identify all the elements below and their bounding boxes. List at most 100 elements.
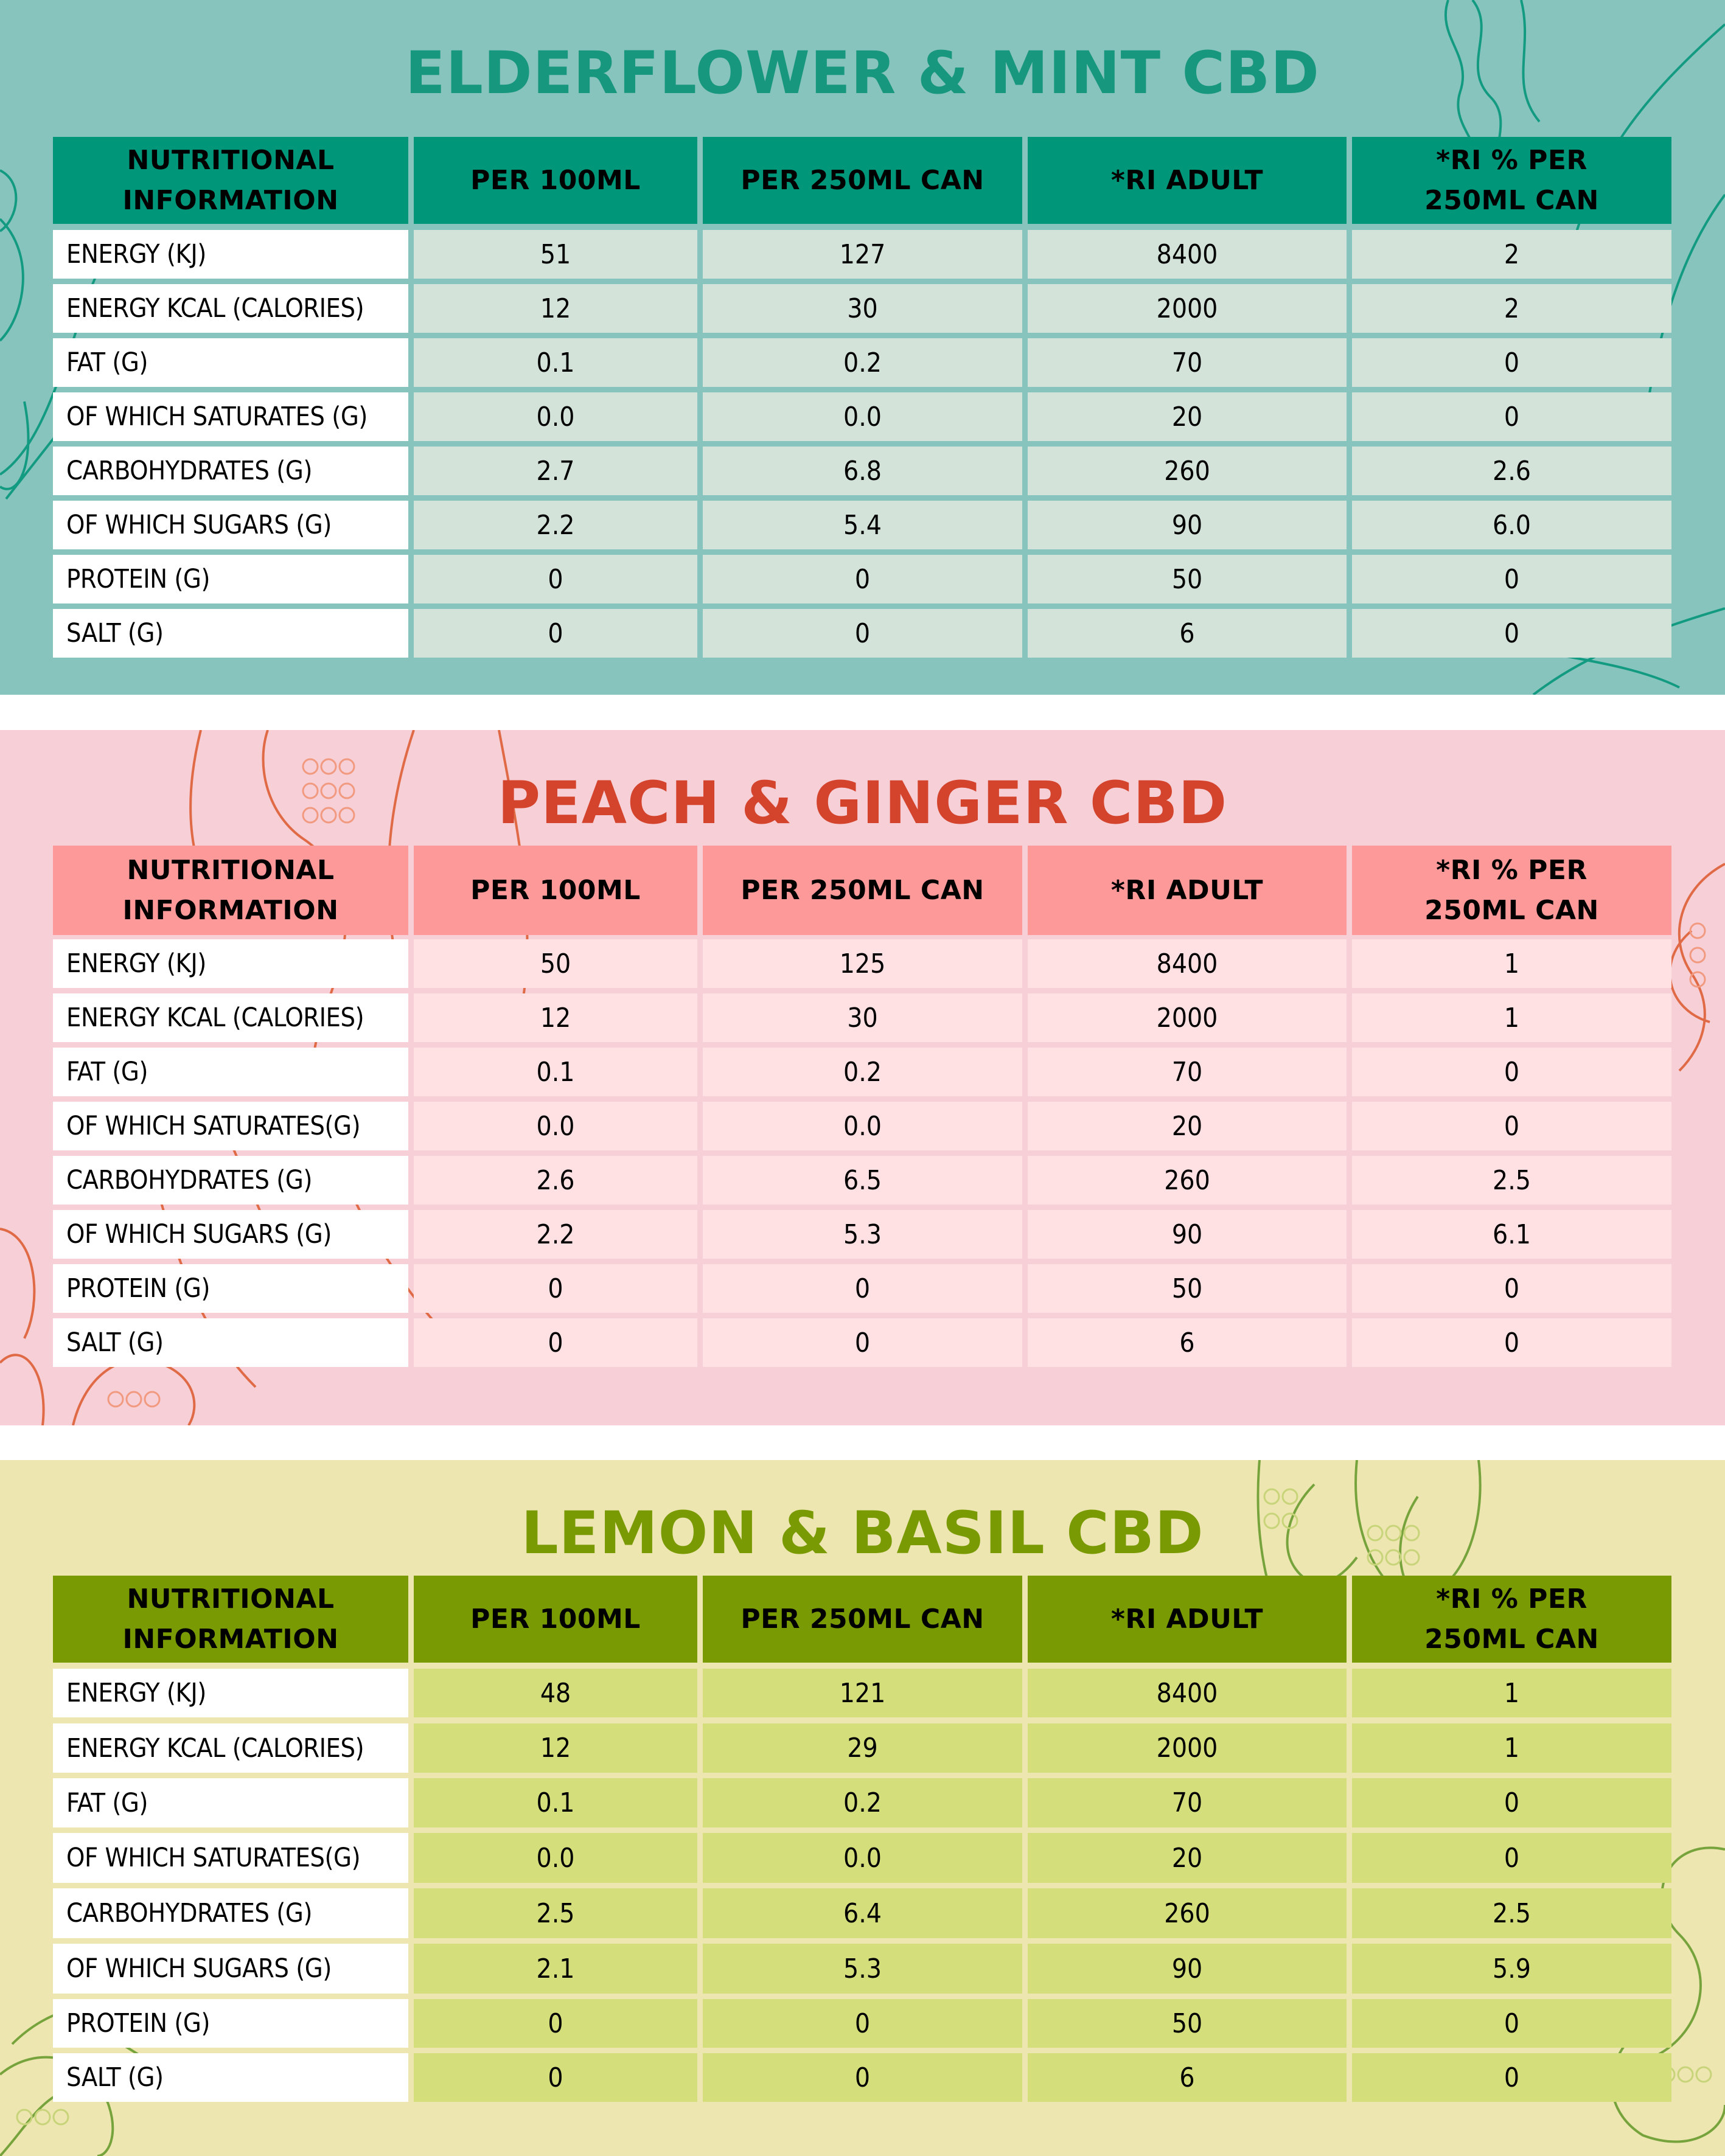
value-per-100ml: 51	[414, 230, 697, 279]
value-ri-adult: 20	[1028, 392, 1347, 441]
row-label: OF WHICH SUGARS (G)	[53, 1944, 408, 1994]
value-ri-pct-per-can: 6.0	[1352, 501, 1671, 549]
value-per-250ml-can: 0.2	[703, 1778, 1022, 1827]
value-ri-pct-per-can: 0	[1352, 555, 1671, 603]
value-ri-pct-per-can: 2	[1352, 230, 1671, 279]
value-per-250ml-can: 5.3	[703, 1944, 1022, 1994]
value-per-250ml-can: 0.2	[703, 338, 1022, 387]
row-label: SALT (G)	[53, 1318, 408, 1367]
value-ri-pct-per-can: 0	[1352, 609, 1671, 658]
value-per-100ml: 0.1	[414, 1778, 697, 1827]
row-label: PROTEIN (G)	[53, 1999, 408, 2048]
row-label: ENERGY (KJ)	[53, 230, 408, 279]
value-per-250ml-can: 0.0	[703, 392, 1022, 441]
row-label: OF WHICH SUGARS (G)	[53, 1210, 408, 1259]
value-ri-adult: 20	[1028, 1102, 1347, 1150]
row-label: OF WHICH SUGARS (G)	[53, 501, 408, 549]
value-ri-pct-per-can: 0	[1352, 1778, 1671, 1827]
value-per-100ml: 0	[414, 609, 697, 658]
value-ri-pct-per-can: 5.9	[1352, 1944, 1671, 1994]
value-ri-adult: 50	[1028, 1999, 1347, 2048]
value-per-250ml-can: 30	[703, 993, 1022, 1042]
header-per-250ml-can: PER 250ML CAN	[703, 1576, 1022, 1663]
row-label: ENERGY KCAL (CALORIES)	[53, 993, 408, 1042]
value-per-250ml-can: 6.4	[703, 1888, 1022, 1938]
value-per-100ml: 2.5	[414, 1888, 697, 1938]
header-ri-pct-per-can: *RI % PER 250ML CAN	[1352, 1576, 1671, 1663]
value-per-100ml: 2.6	[414, 1156, 697, 1205]
value-ri-pct-per-can: 0	[1352, 1318, 1671, 1367]
row-label: CARBOHYDRATES (G)	[53, 1156, 408, 1205]
product-title: PEACH & GINGER CBD	[497, 769, 1228, 837]
value-per-100ml: 2.7	[414, 447, 697, 495]
value-ri-pct-per-can: 1	[1352, 1669, 1671, 1717]
value-per-100ml: 48	[414, 1669, 697, 1717]
row-label: ENERGY KCAL (CALORIES)	[53, 284, 408, 333]
header-per-100ml: PER 100ML	[414, 846, 697, 935]
value-ri-pct-per-can: 1	[1352, 1723, 1671, 1773]
value-ri-pct-per-can: 6.1	[1352, 1210, 1671, 1259]
header-per-250ml-can: PER 250ML CAN	[703, 137, 1022, 224]
value-ri-adult: 260	[1028, 447, 1347, 495]
header-per-100ml: PER 100ML	[414, 1576, 697, 1663]
value-per-250ml-can: 0	[703, 555, 1022, 603]
value-ri-adult: 70	[1028, 1778, 1347, 1827]
row-label: ENERGY (KJ)	[53, 939, 408, 988]
value-per-100ml: 0	[414, 1318, 697, 1367]
value-ri-pct-per-can: 2	[1352, 284, 1671, 333]
row-label: OF WHICH SATURATES(G)	[53, 1833, 408, 1883]
value-per-100ml: 0.1	[414, 338, 697, 387]
value-ri-adult: 50	[1028, 1264, 1347, 1313]
row-label: FAT (G)	[53, 1778, 408, 1827]
row-label: OF WHICH SATURATES(G)	[53, 1102, 408, 1150]
value-per-250ml-can: 30	[703, 284, 1022, 333]
header-ri-adult: *RI ADULT	[1028, 846, 1347, 935]
value-ri-pct-per-can: 2.6	[1352, 447, 1671, 495]
value-ri-pct-per-can: 2.5	[1352, 1888, 1671, 1938]
value-ri-adult: 50	[1028, 555, 1347, 603]
header-ri-pct-per-can: *RI % PER 250ML CAN	[1352, 137, 1671, 224]
value-per-250ml-can: 6.5	[703, 1156, 1022, 1205]
value-per-100ml: 12	[414, 1723, 697, 1773]
value-per-250ml-can: 0	[703, 2053, 1022, 2102]
value-ri-adult: 2000	[1028, 284, 1347, 333]
value-ri-pct-per-can: 2.5	[1352, 1156, 1671, 1205]
row-label: OF WHICH SATURATES (G)	[53, 392, 408, 441]
value-per-250ml-can: 0	[703, 609, 1022, 658]
header-nutritional-information: NUTRITIONAL INFORMATION	[53, 137, 408, 224]
value-per-100ml: 0.0	[414, 1833, 697, 1883]
value-per-250ml-can: 29	[703, 1723, 1022, 1773]
value-per-250ml-can: 0	[703, 1264, 1022, 1313]
header-nutritional-information: NUTRITIONAL INFORMATION	[53, 846, 408, 935]
value-per-100ml: 50	[414, 939, 697, 988]
header-per-100ml: PER 100ML	[414, 137, 697, 224]
row-label: PROTEIN (G)	[53, 555, 408, 603]
value-ri-adult: 260	[1028, 1156, 1347, 1205]
value-ri-adult: 260	[1028, 1888, 1347, 1938]
row-label: FAT (G)	[53, 338, 408, 387]
value-ri-pct-per-can: 0	[1352, 1048, 1671, 1096]
value-ri-adult: 8400	[1028, 1669, 1347, 1717]
value-ri-adult: 90	[1028, 501, 1347, 549]
value-ri-adult: 70	[1028, 1048, 1347, 1096]
row-label: CARBOHYDRATES (G)	[53, 447, 408, 495]
value-per-250ml-can: 0	[703, 1318, 1022, 1367]
value-ri-pct-per-can: 0	[1352, 2053, 1671, 2102]
row-label: PROTEIN (G)	[53, 1264, 408, 1313]
value-per-250ml-can: 127	[703, 230, 1022, 279]
value-per-250ml-can: 6.8	[703, 447, 1022, 495]
row-label: ENERGY (KJ)	[53, 1669, 408, 1717]
product-title: ELDERFLOWER & MINT CBD	[405, 39, 1320, 107]
row-label: CARBOHYDRATES (G)	[53, 1888, 408, 1938]
product-title: LEMON & BASIL CBD	[521, 1499, 1204, 1567]
value-ri-adult: 8400	[1028, 939, 1347, 988]
value-ri-pct-per-can: 0	[1352, 1264, 1671, 1313]
value-per-250ml-can: 0	[703, 1999, 1022, 2048]
panel-peach-ginger: PEACH & GINGER CBD NUTRITIONAL INFORMATIO…	[0, 730, 1725, 1425]
value-per-100ml: 12	[414, 993, 697, 1042]
value-per-250ml-can: 0.0	[703, 1833, 1022, 1883]
value-ri-adult: 6	[1028, 2053, 1347, 2102]
value-per-100ml: 12	[414, 284, 697, 333]
value-ri-pct-per-can: 0	[1352, 1999, 1671, 2048]
row-label: ENERGY KCAL (CALORIES)	[53, 1723, 408, 1773]
